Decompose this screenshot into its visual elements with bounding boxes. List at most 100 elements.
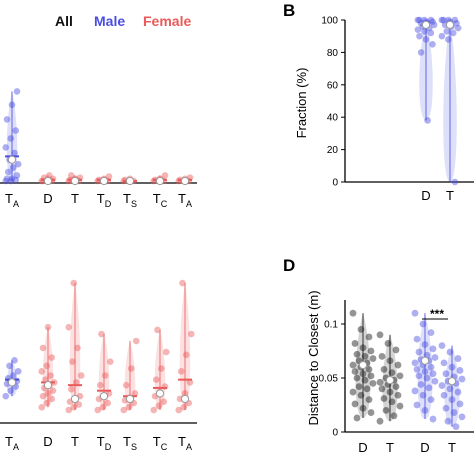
panel-d-point-3-14 <box>440 391 448 399</box>
panel-a-median-4 <box>125 176 135 186</box>
panel-d-median-1 <box>385 376 395 385</box>
panel-b-point-0-14 <box>416 32 423 40</box>
panel-d-point-3-21 <box>452 423 460 430</box>
panel-d-point-1-0 <box>376 331 384 339</box>
panel-d-point-2-8 <box>431 354 439 361</box>
panel-d-point-2-14 <box>413 365 421 373</box>
panel-a-tick-label-6: TA <box>178 191 192 209</box>
panel-b-point-0-17 <box>417 49 425 56</box>
panel-d-point-1-19 <box>396 402 404 410</box>
panel-b-point-0-8 <box>430 21 438 29</box>
panel-d-point-0-5 <box>367 347 375 355</box>
panel-d-y-tick-label-2: 0.1 <box>324 320 338 331</box>
panel-c-point-5-6 <box>152 376 160 383</box>
panel-b-y-tick-label-5: 100 <box>321 16 338 27</box>
panel-d-group-0 <box>349 309 377 422</box>
panel-d-point-2-20 <box>417 381 425 388</box>
panel-d-median-2 <box>420 356 430 365</box>
panel-c-point-1-15 <box>44 323 52 331</box>
panel-d-y-ticks: 0 0.05 0.1 <box>319 320 345 439</box>
panel-b-point-0-5 <box>429 18 436 25</box>
panel-d-point-3-17 <box>442 404 450 412</box>
panel-d-point-2-15 <box>421 368 429 375</box>
panel-d-point-3-5 <box>456 367 464 374</box>
panel-c-point-6-8 <box>187 330 195 338</box>
panel-d-point-2-11 <box>411 359 419 367</box>
panel-d-tick-label-2: D <box>420 440 429 455</box>
panel-b-point-1-5 <box>453 19 460 27</box>
panel-d-point-3-1 <box>446 348 454 356</box>
panel-d-point-2-18 <box>423 374 431 382</box>
panel-c-tick-label-0: TA <box>5 434 19 452</box>
panel-d-point-3-16 <box>456 400 464 408</box>
panel-d-point-3-11 <box>438 382 446 389</box>
legend: All Male Female <box>55 13 191 29</box>
panel-d-y-tick-label-1: 0.05 <box>319 374 339 385</box>
panel-d-point-0-13 <box>365 365 373 373</box>
panel-b-point-1-11 <box>438 32 446 40</box>
panel-d-point-0-16 <box>367 372 375 380</box>
panel-c-tick-label-3: TD <box>97 434 112 452</box>
panel-c-point-1-11 <box>38 368 46 375</box>
panel-b-point-0-16 <box>429 41 436 48</box>
panel-d-point-1-22 <box>376 417 384 425</box>
panel-c-point-4-1 <box>125 403 133 411</box>
panel-d-point-2-27 <box>429 415 437 423</box>
panel-d-point-1-14 <box>378 385 386 393</box>
panel-c-point-2-10 <box>74 344 81 352</box>
panel-c-point-2-2 <box>75 401 83 408</box>
panel-d-point-0-27 <box>367 409 375 416</box>
panel-d-point-0-11 <box>349 361 357 369</box>
panel-a-point-0-12 <box>7 135 15 142</box>
panel-a-tick-label-1: D <box>43 191 52 206</box>
panel-c-point-1-1 <box>43 399 51 407</box>
panel-d-point-2-4 <box>421 341 429 348</box>
panel-d-point-1-16 <box>394 391 402 399</box>
panel-d-point-0-0 <box>349 309 357 317</box>
panel-d-point-2-26 <box>421 407 429 414</box>
panel-c-point-0-9 <box>6 362 13 370</box>
panel-a-median-2 <box>70 176 80 186</box>
panel-b-point-1-13 <box>451 178 459 186</box>
panel-b-point-1-3 <box>440 16 447 24</box>
panel-c-point-5-0 <box>150 406 158 414</box>
panel-d-point-1-6 <box>380 365 388 373</box>
panel-d-median-3 <box>447 377 457 386</box>
panel-a-tick-label-5: TC <box>153 191 168 209</box>
panel-d-point-1-13 <box>392 383 400 391</box>
panel-a-point-0-14 <box>3 116 11 123</box>
panel-c-median-1 <box>43 381 53 390</box>
panel-d-point-1-7 <box>388 369 396 376</box>
panel-d-group-3 <box>438 342 466 430</box>
panel-c-point-6-9 <box>179 279 186 287</box>
panel-c-median-3 <box>99 392 109 401</box>
panel-d-point-1-21 <box>390 412 398 420</box>
panel-a-marks <box>2 88 194 186</box>
panel-d-point-0-14 <box>351 368 359 375</box>
panel-c-tick-label-6: TA <box>178 434 192 452</box>
panel-b-point-1-12 <box>445 36 452 43</box>
panel-b-letter: B <box>283 1 295 20</box>
legend-label-female: Female <box>143 13 191 29</box>
panel-c-point-2-11 <box>65 323 73 331</box>
panel-d-significance-label: *** <box>430 307 444 321</box>
panel-c-point-3-2 <box>104 399 112 407</box>
panel-a-point-5-5 <box>161 172 169 179</box>
panel-d-point-1-17 <box>380 395 388 402</box>
panel-d-point-1-11 <box>376 378 384 386</box>
panel-a-point-0-0 <box>2 177 10 185</box>
panel-d-point-2-0 <box>411 309 419 317</box>
legend-label-male: Male <box>94 13 125 29</box>
panel-b-median-0 <box>421 20 431 29</box>
panel-d-point-0-4 <box>359 344 367 352</box>
panel-a-tick-labels: TA D T TD TS TC TA <box>5 191 192 209</box>
panel-d-point-0-6 <box>353 350 361 358</box>
panel-c-point-0-10 <box>11 357 18 364</box>
panel-d-point-0-25 <box>351 400 359 408</box>
panel-c-marks <box>2 279 195 414</box>
panel-b-point-0-11 <box>414 26 422 34</box>
panel-c-tick-labels: TA D T TD TS TC TA <box>5 434 192 452</box>
panel-b-y-ticks: 0 20 40 60 80 100 <box>321 16 345 189</box>
